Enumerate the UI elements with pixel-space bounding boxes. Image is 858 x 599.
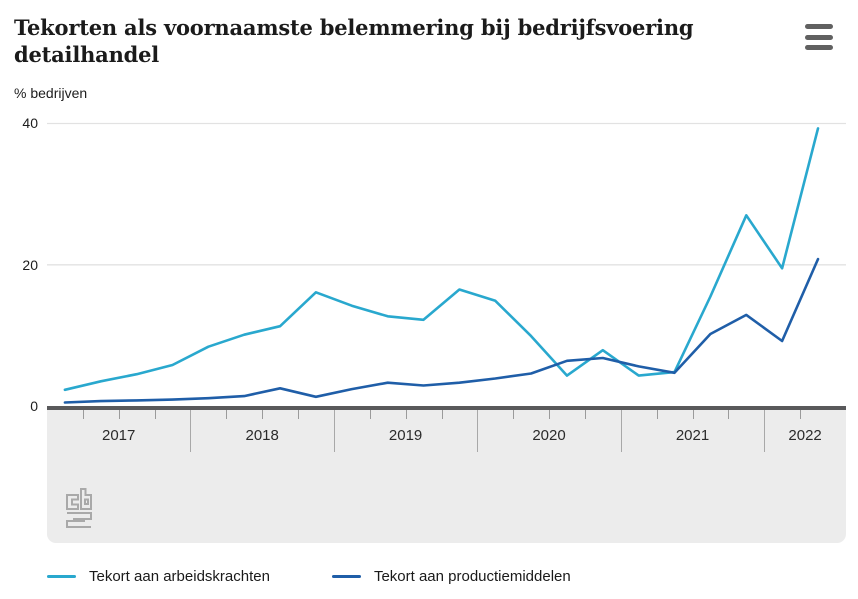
year-separator-tick <box>620 410 622 452</box>
quarter-tick <box>154 410 156 419</box>
y-tick-label-0: 0 <box>30 398 38 414</box>
cbs-logo <box>66 488 92 528</box>
quarter-tick <box>656 410 658 419</box>
legend-item-productiemiddelen[interactable]: Tekort aan productiemiddelen <box>331 568 571 585</box>
quarter-tick <box>262 410 264 419</box>
x-axis-baseline <box>47 406 846 410</box>
series-line-0 <box>63 127 820 392</box>
year-separator-tick <box>190 410 192 452</box>
y-axis-unit-label: % bedrijven <box>14 85 88 101</box>
legend-label: Tekort aan arbeidskrachten <box>89 568 270 585</box>
hamburger-menu-icon[interactable] <box>805 24 833 50</box>
quarter-tick <box>226 410 228 419</box>
year-label-2017: 2017 <box>102 427 136 444</box>
chart-legend: Tekort aan arbeidskrachten Tekort aan pr… <box>47 568 571 585</box>
quarter-tick <box>692 410 694 419</box>
y-tick-label-20: 20 <box>22 257 38 273</box>
quarter-tick <box>441 410 443 419</box>
menu-bar <box>805 45 833 50</box>
quarter-tick <box>405 410 407 419</box>
legend-swatch-light-blue <box>47 574 76 579</box>
quarter-tick <box>584 410 586 419</box>
year-label-2022: 2022 <box>788 427 822 444</box>
quarter-tick <box>369 410 371 419</box>
year-separator-tick <box>764 410 766 452</box>
quarter-tick <box>118 410 120 419</box>
quarter-tick <box>82 410 84 419</box>
quarter-tick <box>298 410 299 419</box>
year-label-2019: 2019 <box>388 427 423 444</box>
quarter-tick <box>513 410 515 419</box>
quarter-tick <box>549 410 550 419</box>
year-separator-tick <box>477 410 479 452</box>
x-axis-band: 2017 2018 2019 2020 2021 2022 <box>47 410 846 543</box>
legend-item-arbeidskrachten[interactable]: Tekort aan arbeidskrachten <box>47 568 270 585</box>
quarter-tick <box>728 410 730 419</box>
legend-label: Tekort aan productiemiddelen <box>373 568 571 585</box>
year-separator-tick <box>333 410 335 452</box>
year-label-2020: 2020 <box>532 427 566 444</box>
legend-swatch-dark-blue <box>331 574 361 579</box>
quarter-tick <box>800 410 802 419</box>
chart-title: Tekorten als voornaamste belemmering bij… <box>14 15 694 67</box>
series-line-1 <box>63 257 820 404</box>
y-tick-label-40: 40 <box>22 115 38 131</box>
year-label-2018: 2018 <box>245 427 279 444</box>
year-label-2021: 2021 <box>675 427 710 444</box>
menu-bar <box>805 24 833 29</box>
menu-bar <box>805 34 833 40</box>
